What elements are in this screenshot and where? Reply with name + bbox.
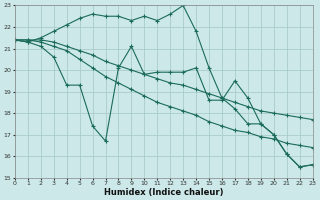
X-axis label: Humidex (Indice chaleur): Humidex (Indice chaleur) [104, 188, 223, 197]
